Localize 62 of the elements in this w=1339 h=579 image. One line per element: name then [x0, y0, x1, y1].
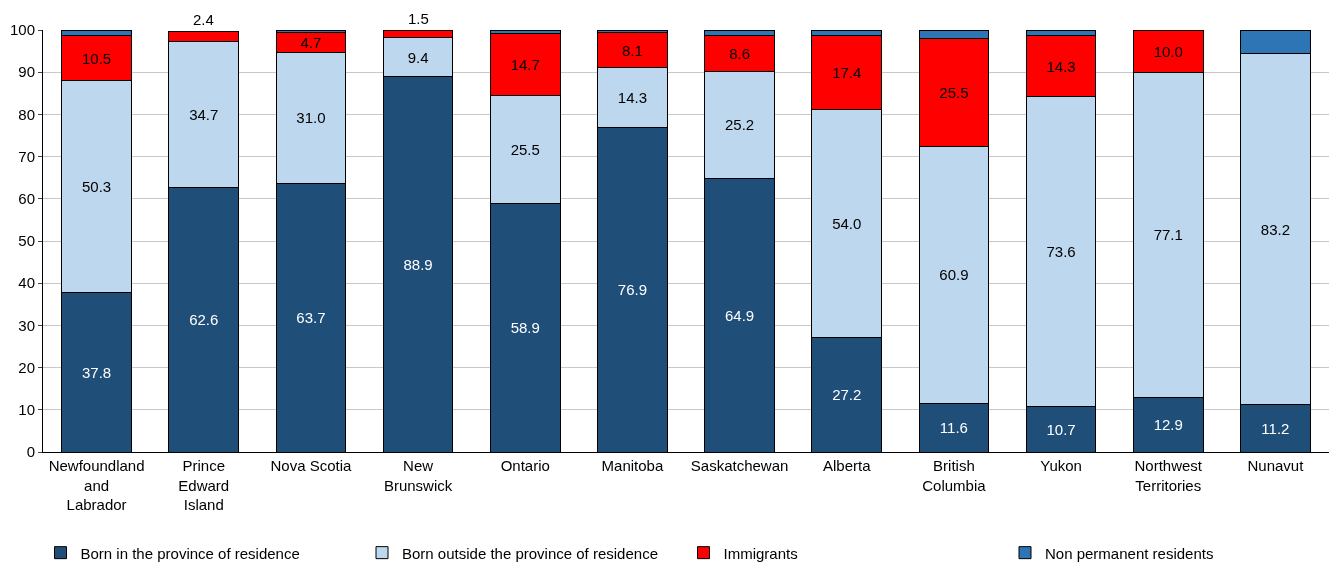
data-label: 62.6	[189, 311, 219, 329]
data-label: 4.7	[300, 33, 322, 51]
data-label: 60.9	[939, 266, 969, 284]
data-label: 58.9	[510, 319, 540, 337]
data-label: 64.9	[724, 306, 755, 324]
data-label: 11.2	[1261, 419, 1290, 437]
data-label: 8.1	[621, 41, 643, 59]
y-tick-label: 40	[18, 274, 35, 292]
x-tick-label: Newfoundland and Labrador	[48, 457, 145, 513]
x-tick-label: Prince Edward Island	[178, 457, 230, 513]
data-label: 77.1	[1153, 226, 1183, 244]
data-label: 2.4	[193, 11, 214, 28]
data-label: 12.9	[1153, 416, 1183, 434]
y-tick-label: 20	[18, 358, 35, 376]
legend-label: Non permanent residents	[1045, 544, 1214, 562]
x-tick-label: Saskatchewan	[690, 457, 789, 474]
y-tick-label: 30	[18, 316, 35, 334]
data-label: 1.5	[408, 10, 429, 27]
data-label: 9.4	[407, 48, 429, 66]
data-label: 14.3	[617, 88, 648, 106]
data-label: 25.5	[510, 141, 540, 159]
data-label: 10.7	[1046, 420, 1076, 438]
data-label: 63.7	[296, 309, 326, 327]
data-label: 27.2	[832, 386, 862, 404]
y-tick-label: 50	[18, 232, 35, 250]
x-tick-label: Northwest Territories	[1134, 457, 1203, 494]
x-tick-label: Ontario	[500, 457, 550, 474]
data-label: 10.0	[1153, 42, 1183, 60]
data-label: 25.2	[724, 116, 755, 134]
data-label: 88.9	[403, 255, 433, 273]
data-label: 34.7	[189, 106, 219, 124]
data-label: 76.9	[617, 281, 648, 299]
data-label: 54.0	[832, 214, 862, 232]
x-tick-label: Alberta	[822, 457, 872, 474]
data-label: 31.0	[296, 109, 326, 127]
data-label: 17.4	[832, 64, 862, 82]
y-tick-label: 70	[18, 147, 35, 165]
y-tick-label: 80	[18, 105, 35, 123]
y-tick-label: 90	[18, 63, 35, 81]
x-tick-label: New Brunswick	[383, 457, 453, 494]
y-tick-label: 10	[18, 401, 35, 419]
data-label: 50.3	[81, 177, 112, 195]
data-label: 73.6	[1046, 243, 1076, 261]
data-label: 37.8	[81, 363, 112, 381]
x-tick-label: Nova Scotia	[270, 457, 353, 474]
data-label: 11.6	[939, 419, 968, 437]
data-label: 10.5	[81, 49, 112, 67]
x-tick-label: Nunavut	[1247, 457, 1305, 474]
data-label: 8.6	[729, 45, 751, 63]
data-label: 14.7	[510, 56, 540, 74]
legend-label: Born outside the province of residence	[402, 544, 658, 562]
data-label: 14.3	[1046, 57, 1076, 75]
x-tick-label: Manitoba	[601, 457, 664, 474]
y-tick-label: 0	[26, 443, 35, 461]
legend-label: Born in the province of residence	[80, 544, 300, 562]
data-label: 83.2	[1260, 220, 1291, 238]
y-tick-label: 60	[18, 190, 35, 208]
x-tick-label: British Columbia	[922, 457, 987, 494]
x-tick-label: Yukon	[1040, 457, 1082, 474]
data-label: 25.5	[939, 83, 969, 101]
legend-label: Immigrants	[723, 544, 798, 562]
y-tick-label: 100	[9, 21, 35, 39]
